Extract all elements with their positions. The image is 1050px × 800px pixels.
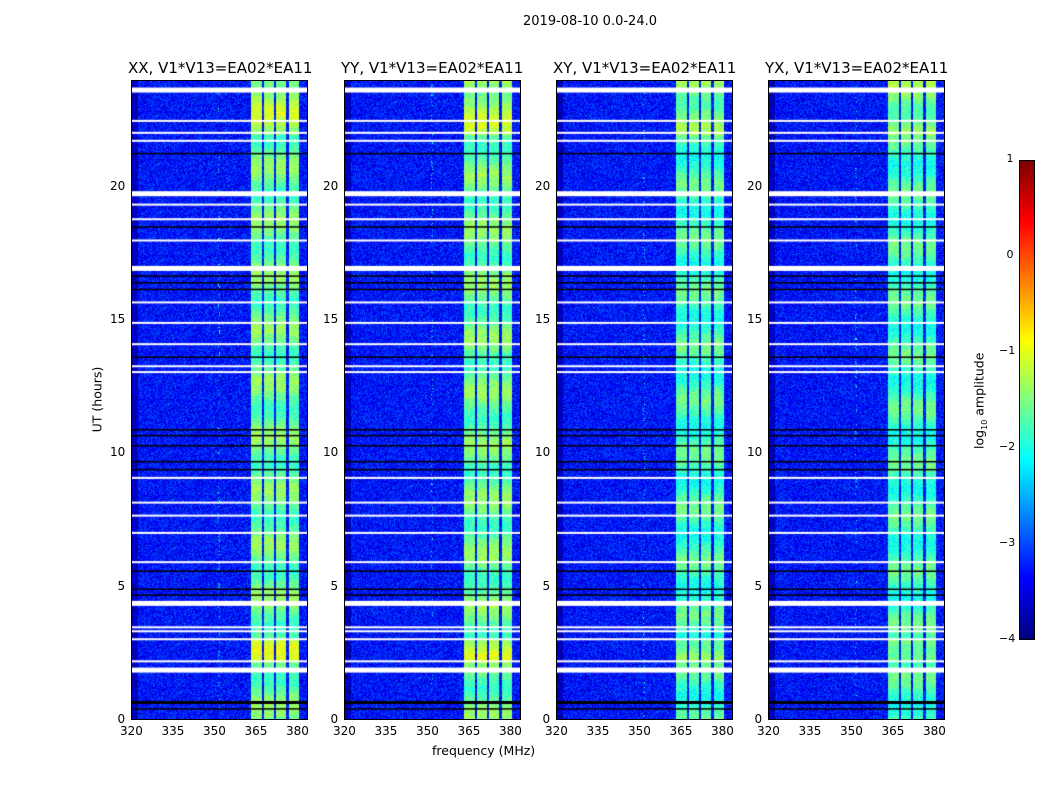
colorbar-tick-label: −2 (999, 440, 1016, 453)
y-tick-label: 0 (754, 712, 763, 726)
panel-title: YX, V1*V13=EA02*EA11 (765, 59, 949, 77)
figure-title: 2019-08-10 0.0-24.0 (523, 14, 657, 29)
panel-title: XY, V1*V13=EA02*EA11 (553, 59, 737, 77)
y-tick-label: 15 (535, 312, 551, 326)
x-tick-label: 365 (669, 724, 693, 738)
y-tick-label: 0 (117, 712, 126, 726)
x-tick-label: 380 (710, 724, 734, 738)
x-tick-label: 380 (285, 724, 309, 738)
y-tick-label: 10 (110, 445, 126, 460)
y-tick-label: 15 (110, 312, 126, 326)
colorbar-tick-label: −3 (999, 536, 1016, 549)
y-tick-label: 5 (542, 578, 551, 593)
heatmap-image (557, 81, 732, 719)
y-tick-label: 20 (110, 178, 126, 193)
x-tick-label: 350 (202, 724, 226, 738)
y-axis-label: UT (hours) (89, 366, 105, 433)
x-tick-label: 350 (627, 724, 651, 738)
x-tick-label: 365 (244, 724, 268, 738)
y-tick-label: 20 (323, 178, 339, 193)
x-tick-label: 335 (374, 724, 398, 738)
spectrogram-panel-2 (344, 80, 521, 720)
x-tick-label: 335 (586, 724, 610, 738)
y-tick-label: 5 (117, 578, 126, 593)
x-tick-label: 365 (881, 724, 905, 738)
x-tick-label: 350 (839, 724, 863, 738)
x-tick-label: 350 (415, 724, 439, 738)
y-tick-label: 0 (542, 712, 551, 726)
y-tick-label: 0 (330, 712, 339, 726)
x-tick-label: 365 (457, 724, 481, 738)
heatmap-image (132, 81, 307, 719)
y-tick-label: 15 (747, 312, 763, 326)
heatmap-image (769, 81, 944, 719)
panel-title: YY, V1*V13=EA02*EA11 (341, 59, 524, 77)
x-tick-label: 335 (798, 724, 822, 738)
x-tick-label: 320 (333, 724, 356, 738)
x-tick-label: 335 (161, 724, 185, 738)
y-tick-label: 10 (535, 445, 551, 460)
x-tick-label: 380 (922, 724, 946, 738)
x-axis-label: frequency (MHz) (432, 743, 536, 758)
colorbar-tick-label: 1 (1006, 152, 1014, 165)
spectrogram-panel-4 (768, 80, 945, 720)
colorbar-label: log10 amplitude (971, 352, 989, 449)
x-tick-label: 380 (498, 724, 522, 738)
y-tick-label: 20 (747, 178, 763, 193)
spectrogram-panel-3 (556, 80, 733, 720)
panel-title: XX, V1*V13=EA02*EA11 (128, 59, 313, 77)
y-tick-label: 20 (535, 178, 551, 193)
y-tick-label: 5 (330, 578, 339, 593)
x-tick-label: 320 (545, 724, 568, 738)
colorbar-tick-label: 0 (1006, 248, 1014, 261)
x-tick-label: 320 (120, 724, 143, 738)
colorbar-tick-label: −4 (999, 632, 1016, 645)
y-tick-label: 15 (323, 312, 339, 326)
y-tick-label: 10 (323, 445, 339, 460)
x-tick-label: 320 (757, 724, 780, 738)
y-tick-label: 10 (747, 445, 763, 460)
colorbar (1019, 160, 1035, 640)
colorbar-tick-label: −1 (999, 344, 1016, 357)
spectrogram-panel-1 (131, 80, 308, 720)
heatmap-image (345, 81, 520, 719)
y-tick-label: 5 (754, 578, 763, 593)
